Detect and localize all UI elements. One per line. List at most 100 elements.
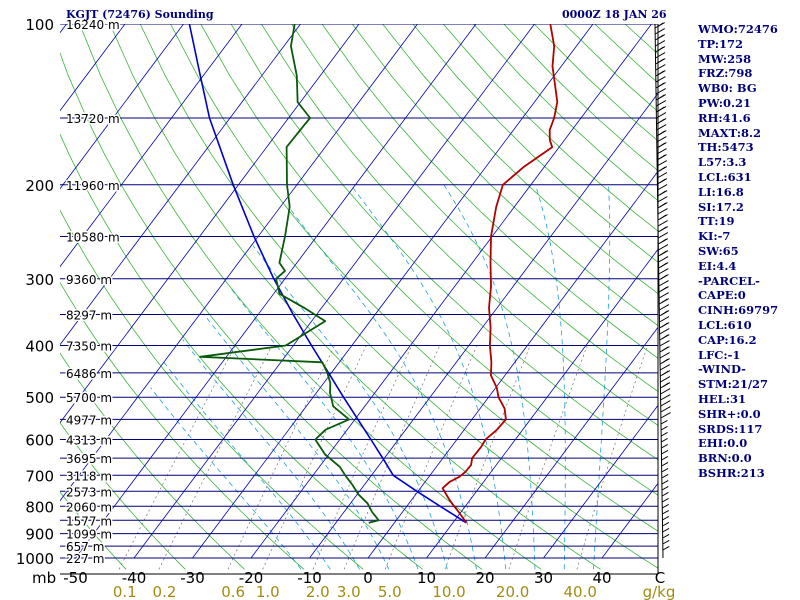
sounding-title: KGJT (72476) Sounding <box>66 8 214 21</box>
dry-adiabat <box>230 24 658 461</box>
wind-barb-flag <box>657 70 665 76</box>
wind-barb <box>656 160 667 167</box>
mixing-ratio-line <box>158 345 273 570</box>
height-label: 3695 m <box>66 452 112 466</box>
wind-barb <box>661 461 669 467</box>
mixing-ratio-line <box>508 345 588 570</box>
wind-barb <box>659 340 670 347</box>
index-item: BRN:0.0 <box>698 451 752 466</box>
dry-adiabat <box>60 491 127 570</box>
wind-barb-flag <box>660 274 668 280</box>
moist-adiabat <box>593 184 611 570</box>
wind-barb <box>658 292 669 299</box>
wind-barb-flag <box>658 166 666 172</box>
wind-barb <box>661 449 669 455</box>
index-item: SHR+:0.0 <box>698 406 761 421</box>
dry-adiabat <box>60 209 364 570</box>
pressure-tick-label: 500 <box>25 389 54 407</box>
wind-barb <box>659 304 670 311</box>
wind-barb <box>662 533 670 539</box>
mixing-ratio-tick-label: 1.0 <box>256 583 280 600</box>
mixing-ratio-tick-label: 2.0 <box>306 583 330 600</box>
wind-barb <box>654 28 665 35</box>
pressure-tick-label: 400 <box>25 338 54 356</box>
wind-barb-flag <box>658 118 665 124</box>
pressure-tick-label: 700 <box>25 467 54 485</box>
moist-adiabat <box>535 184 566 570</box>
isotherm--10 <box>309 92 658 559</box>
wind-barb <box>662 503 669 509</box>
wind-barb <box>658 256 669 263</box>
wind-barb-flag <box>659 190 666 196</box>
index-item: SI:17.2 <box>698 199 744 214</box>
moist-adiabat <box>443 184 536 570</box>
height-label: 2060 m <box>66 500 112 514</box>
pressure-tick-label: 600 <box>25 432 54 450</box>
pressure-unit-label: mb <box>32 569 56 587</box>
index-item: -PARCEL- <box>698 273 760 288</box>
wind-barb-flag <box>661 358 669 364</box>
wind-barb <box>658 280 669 287</box>
wind-barb <box>657 184 668 191</box>
wind-barb <box>661 473 669 479</box>
dry-adiabat <box>60 352 245 570</box>
mixing-ratio-tick-label: 0.1 <box>113 583 137 600</box>
index-item: LCL:631 <box>698 169 752 184</box>
isotherm--30 <box>192 24 594 559</box>
height-label: 5700 m <box>66 391 112 405</box>
wind-staff <box>654 23 664 559</box>
wind-barb <box>661 485 669 491</box>
wind-barb <box>660 388 671 395</box>
wind-barb-flag <box>658 130 665 136</box>
wind-barb <box>661 479 669 485</box>
index-item: CAPE:0 <box>698 288 746 303</box>
index-item: HEL:31 <box>698 391 746 406</box>
temperature-tick-label: 0 <box>363 569 373 587</box>
pressure-tick-label: 900 <box>25 526 54 544</box>
wind-barb <box>661 455 669 461</box>
sounding-time: 0000Z 18 JAN 26 <box>562 8 667 21</box>
height-label: 227 m <box>66 552 104 566</box>
wind-barb-flag <box>661 370 669 376</box>
wind-barb <box>660 425 668 431</box>
height-label: 7350 m <box>66 340 112 354</box>
parcel-trace-line <box>188 24 467 524</box>
wind-barb-flag <box>662 382 669 388</box>
height-label: 9360 m <box>66 273 112 287</box>
wind-barb <box>661 491 669 497</box>
index-item: TH:5473 <box>698 140 754 155</box>
mixing-ratio-line <box>385 345 478 570</box>
pressure-tick-label: 100 <box>25 16 54 34</box>
index-item: L57:3.3 <box>698 155 747 170</box>
moist-adiabat <box>229 286 419 570</box>
wind-barb <box>662 545 670 551</box>
wind-barb <box>660 431 668 437</box>
isotherm-0 <box>367 170 658 559</box>
wind-barb <box>660 419 668 425</box>
wind-barb <box>657 220 668 227</box>
isotherm--70 <box>60 24 360 424</box>
dry-adiabat <box>321 24 658 359</box>
dry-adiabat <box>170 24 658 532</box>
wind-barb <box>655 76 666 83</box>
height-label: 4313 m <box>66 434 112 448</box>
mixing-ratio-line <box>576 345 648 570</box>
mixing-ratio-tick-label: 3.0 <box>337 583 361 600</box>
dry-adiabat <box>60 51 483 570</box>
isotherm--100 <box>60 24 184 190</box>
index-item: LFC:-1 <box>698 347 741 362</box>
wind-barb <box>661 467 669 473</box>
wind-barb <box>655 64 666 71</box>
wind-barb <box>660 400 671 407</box>
dry-adiabat <box>60 281 305 570</box>
mixing-ratio-line <box>262 345 367 570</box>
wind-barb <box>662 521 670 527</box>
index-item: MAXT:8.2 <box>698 125 761 140</box>
mixing-ratio-unit-label: g/kg <box>643 583 676 600</box>
index-item: TP:172 <box>698 36 744 51</box>
wind-barb <box>659 352 670 359</box>
height-label: 1099 m <box>66 528 112 542</box>
isotherm--60 <box>60 24 418 502</box>
wind-barb <box>662 509 669 515</box>
isotherm-20 <box>484 326 658 559</box>
